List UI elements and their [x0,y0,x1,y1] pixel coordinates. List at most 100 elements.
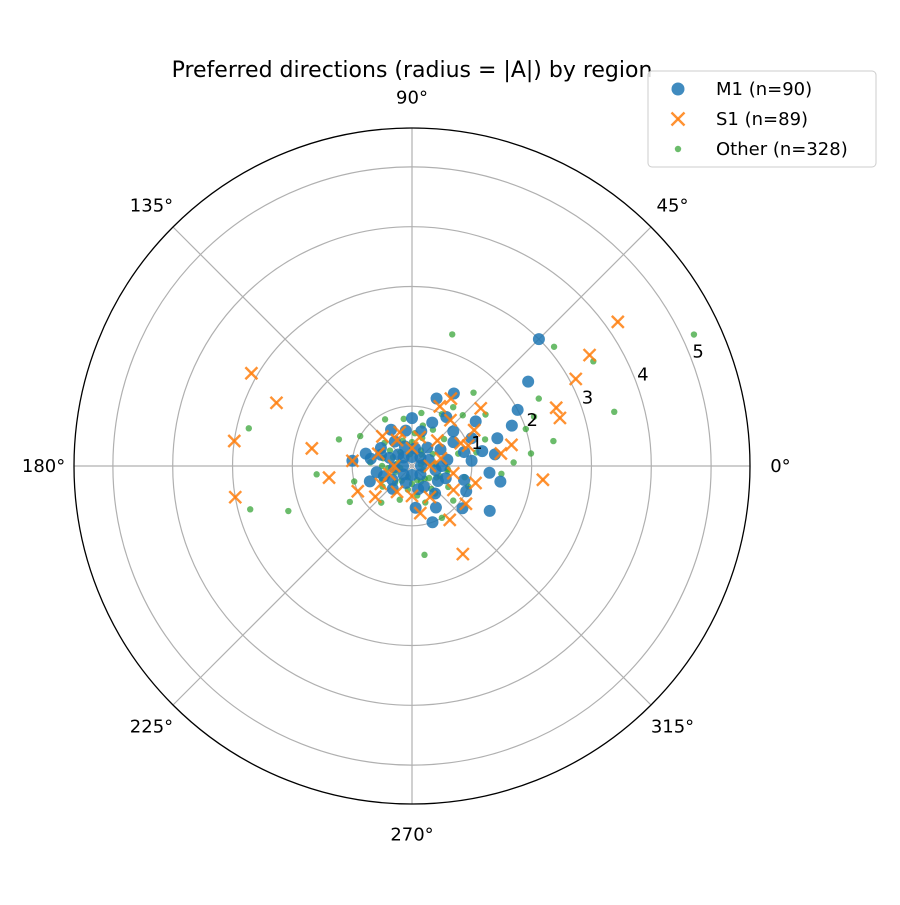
data-point-other [510,459,517,466]
data-point-s1-stroke [405,489,419,503]
data-point-other [346,498,354,506]
data-point-s1-stroke [423,459,437,473]
data-point-s1-stroke [444,391,458,406]
data-point-m1 [447,425,460,438]
data-point-s1-stroke [446,466,461,481]
data-point-m1 [476,445,489,458]
data-point-s1 [536,472,550,487]
data-point-m1 [434,443,447,456]
data-point-s1 [453,436,468,451]
data-point-other [470,389,477,396]
data-point-s1 [434,451,448,466]
data-point-other [285,507,292,515]
data-point-s1 [568,372,583,386]
theta-tick-label: 90° [396,88,428,109]
data-point-s1 [390,433,404,447]
data-point-other [421,551,428,559]
legend-label: S1 (n=89) [716,109,808,130]
data-point-s1 [430,433,445,448]
data-point-m1 [483,466,496,479]
data-point-s1 [468,476,483,490]
data-point-s1 [423,490,437,504]
data-point-other [449,403,457,411]
data-point-m1 [397,460,410,472]
data-point-other [611,408,618,416]
data-point-s1 [461,438,476,453]
data-point-m1 [511,403,524,416]
data-point-m1 [465,454,478,467]
data-point-m1 [421,441,434,454]
theta-tick-label: 135° [130,195,173,216]
data-point-s1 [446,466,461,481]
data-point-s1 [405,489,419,503]
data-point-m1 [671,82,685,96]
data-point-other [535,395,542,402]
data-point-m1 [458,473,471,486]
data-point-s1-stroke [350,484,365,499]
data-point-m1 [429,501,442,514]
data-point-m1 [505,419,518,432]
data-point-other [550,343,558,350]
data-point-other [450,497,457,504]
data-point-other [481,436,489,443]
data-point-m1 [522,375,535,388]
data-point-s1 [459,496,473,511]
data-point-m1 [406,412,418,425]
data-point-s1 [467,423,482,437]
theta-grid-line [411,465,652,706]
data-point-s1 [582,348,597,362]
data-point-s1 [405,441,419,455]
data-point-s1-stroke [375,429,390,444]
data-point-m1 [406,451,418,464]
data-point-other [381,416,389,423]
data-point-s1-stroke [382,467,397,482]
legend-label: M1 (n=90) [716,79,812,100]
data-point-s1-stroke [549,400,564,415]
data-point-s1 [423,459,437,473]
data-point-other [425,474,433,482]
data-point-s1 [413,506,428,520]
data-point-s1 [228,490,243,505]
chart-title: Preferred directions (radius = |A|) by r… [172,58,653,83]
theta-tick-label: 0° [770,456,790,477]
data-point-m1 [406,468,418,481]
data-point-s1-stroke [368,489,383,504]
data-point-s1 [456,547,470,561]
data-point-s1-stroke [228,490,243,505]
data-point-s1-stroke [504,438,519,452]
data-point-s1-stroke [582,348,597,362]
theta-tick-label: 45° [657,195,689,216]
data-point-other [313,471,320,478]
data-point-other [335,436,343,443]
data-point-s1 [244,366,259,381]
data-point-m1 [385,423,398,436]
data-point-s1-stroke [322,470,336,485]
data-point-other [378,462,386,470]
data-point-m1 [364,452,377,465]
data-point-s1 [432,399,447,414]
data-point-s1 [442,513,457,527]
r-tick-label: 3 [582,387,593,408]
data-point-s1-stroke [456,547,470,561]
data-point-s1 [375,429,390,444]
theta-tick-label: 315° [651,717,694,738]
points-layer [227,315,698,561]
data-point-s1-stroke [443,413,458,428]
legend-entry: Other (n=328) [674,139,848,160]
r-tick-label: 2 [527,410,538,431]
data-point-s1 [494,446,508,461]
data-point-m1 [363,475,376,488]
data-point-s1 [446,483,461,497]
data-point-s1 [670,111,686,127]
data-point-other [247,506,254,513]
legend: M1 (n=90) S1 (n=89) Other (n=328) [647,70,877,168]
data-point-other [527,450,535,457]
data-point-s1-stroke [371,446,386,461]
data-point-other [530,413,538,420]
data-point-s1 [269,395,284,410]
data-point-s1-stroke [345,453,360,468]
data-point-other [396,496,403,503]
data-point-s1-stroke [473,401,488,416]
data-point-s1-stroke [390,485,404,499]
data-point-s1 [322,470,336,485]
